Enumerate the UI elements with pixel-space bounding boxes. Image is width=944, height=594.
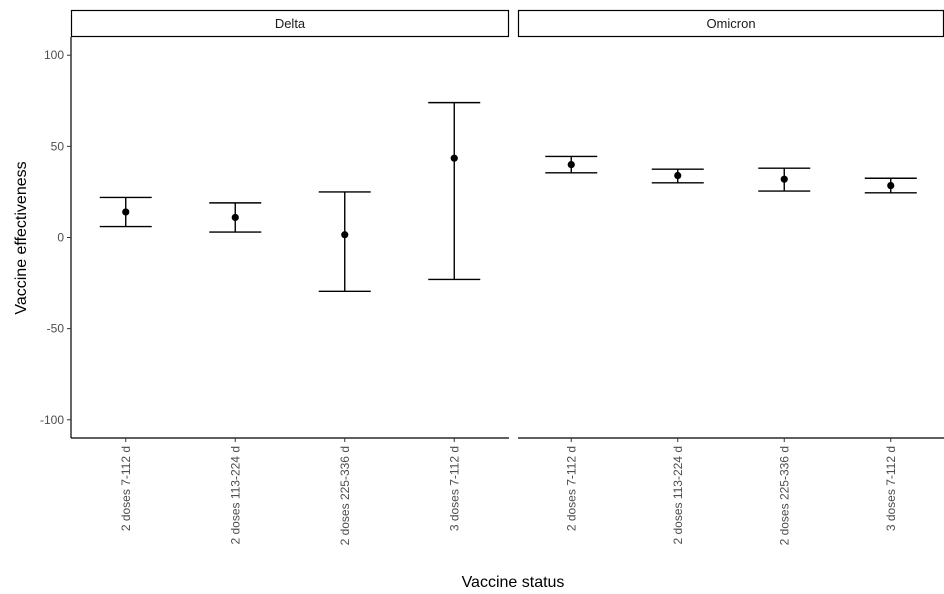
y-tick-label: 50 [51,139,65,153]
x-tick-label: 2 doses 7-112 d [564,446,578,531]
x-tick-label: 2 doses 113-224 d [228,446,242,545]
estimate-point [341,231,349,239]
estimate-point [231,213,239,222]
estimate-point [450,154,458,162]
x-tick-label: 3 doses 7-112 d [884,446,898,531]
facet-strip [517,9,944,38]
x-tick-label: 2 doses 7-112 d [119,446,133,531]
x-tick-label: 2 doses 113-224 d [671,446,685,545]
estimate-point [887,181,895,190]
y-axis-title: Vaccine effectiveness [13,161,30,314]
x-tick-label: 2 doses 225-336 d [338,446,352,545]
facet-strip-label: Delta [275,16,306,31]
x-axis-title: Vaccine status [462,574,565,591]
facet-panel-omicron: Omicron 2 doses 7-112 d 2 doses 113-224 d 2… [517,9,944,545]
y-tick-label: -100 [40,413,64,427]
estimate-point [674,171,682,180]
y-tick-label: 0 [57,231,64,245]
estimate-point [122,208,130,216]
facet-panels: Delta 2 doses 7-112 d 2 doses 113-224 d 2 d… [70,9,944,545]
y-tick-label: -50 [47,322,65,336]
estimate-point [567,160,575,169]
facet-strip-label: Omicron [706,16,755,31]
facet-strip [70,9,510,38]
x-tick-label: 2 doses 225-336 d [777,446,791,545]
y-tick-label: 100 [44,48,64,62]
y-axis: 100 50 0 -50 -100 [40,37,72,438]
estimate-point [780,175,788,183]
x-tick-label: 3 doses 7-112 d [447,446,461,531]
facet-panel-delta: Delta 2 doses 7-112 d 2 doses 113-224 d 2 d… [70,9,510,545]
